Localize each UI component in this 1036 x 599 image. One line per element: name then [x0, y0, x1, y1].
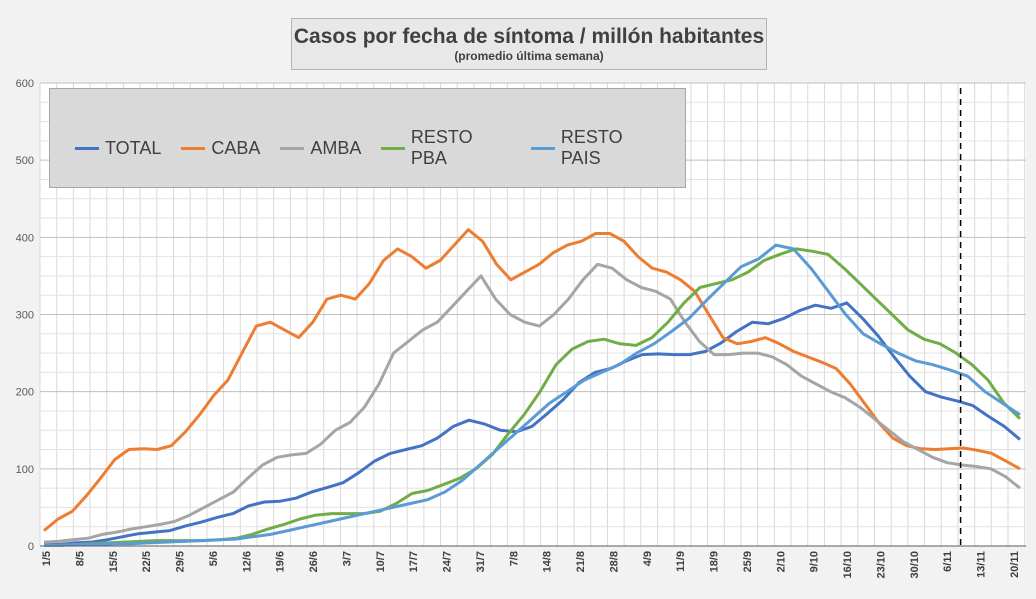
x-tick-label: 31/7 — [475, 551, 487, 572]
x-tick-label: 23/10 — [875, 551, 887, 579]
series-line-amba — [43, 262, 1021, 544]
chart-title-box: Casos por fecha de síntoma / millón habi… — [291, 18, 767, 70]
x-tick-label: 16/10 — [842, 551, 854, 579]
legend-item-resto-pais: RESTO PAIS — [531, 127, 665, 169]
x-tick-label: 21/8 — [575, 551, 587, 572]
x-tick-label: 3/7 — [341, 551, 353, 566]
legend-row: TOTAL CABA AMBA RESTO PBA RESTO PAIS — [75, 127, 685, 169]
x-tick-label: 4/9 — [642, 551, 654, 566]
chart-subtitle: (promedio última semana) — [454, 49, 604, 63]
x-tick-label: 9/10 — [809, 551, 821, 572]
x-tick-label: 24/7 — [442, 551, 454, 572]
series-lines — [43, 228, 1022, 547]
legend-swatch — [531, 146, 555, 150]
y-tick-label: 0 — [28, 541, 34, 553]
x-tick-label: 29/5 — [175, 551, 187, 572]
legend: TOTAL CABA AMBA RESTO PBA RESTO PAIS — [49, 88, 686, 188]
y-axis-ticks: 0 100 200 300 400 500 600 — [16, 78, 34, 553]
x-tick-label: 17/7 — [408, 551, 420, 572]
legend-label: RESTO PBA — [410, 127, 473, 168]
legend-label: RESTO PAIS — [560, 127, 623, 168]
x-tick-label: 22/5 — [141, 551, 153, 572]
x-axis-ticks: 1/5 8/5 15/5 22/5 29/5 5/6 12/6 19/6 26/6 3/7 10/7… — [41, 551, 1021, 579]
x-tick-label: 1/5 — [41, 551, 53, 566]
series-line-resto-pais — [44, 243, 1021, 547]
x-tick-label: 18/9 — [709, 551, 721, 572]
x-tick-label: 28/8 — [608, 551, 620, 572]
series-line-caba — [43, 228, 1021, 532]
x-tick-label: 12/6 — [241, 551, 253, 572]
legend-swatch — [280, 146, 305, 150]
x-tick-label: 19/6 — [275, 551, 287, 572]
x-tick-label: 6/11 — [942, 551, 954, 572]
legend-swatch — [381, 146, 405, 150]
legend-swatch — [181, 146, 206, 150]
series-line-total — [44, 301, 1021, 546]
legend-label: AMBA — [310, 137, 362, 158]
y-tick-label: 100 — [16, 464, 34, 476]
y-tick-label: 400 — [16, 232, 34, 244]
x-tick-label: 20/11 — [1009, 551, 1021, 578]
x-tick-label: 15/5 — [108, 551, 120, 572]
legend-item-total: TOTAL — [75, 138, 161, 159]
x-tick-label: 2/10 — [775, 551, 787, 572]
y-tick-label: 300 — [16, 310, 34, 322]
x-tick-label: 13/11 — [976, 551, 988, 578]
y-tick-label: 600 — [16, 78, 34, 90]
x-tick-label: 26/6 — [308, 551, 320, 572]
y-tick-label: 200 — [16, 387, 34, 399]
x-tick-label: 11/9 — [675, 551, 687, 572]
x-tick-label: 10/7 — [375, 551, 387, 572]
legend-label: CABA — [211, 137, 261, 158]
legend-item-caba: CABA — [181, 138, 260, 159]
x-tick-label: 25/9 — [742, 551, 754, 572]
legend-item-amba: AMBA — [280, 138, 361, 159]
legend-swatch — [75, 146, 99, 150]
y-tick-label: 500 — [16, 155, 34, 167]
x-tick-label: 30/10 — [909, 551, 921, 579]
x-tick-label: 7/8 — [508, 551, 520, 566]
x-tick-label: 14/8 — [542, 551, 554, 572]
x-tick-label: 5/6 — [208, 551, 220, 566]
legend-label: TOTAL — [105, 137, 162, 158]
legend-item-resto-pba: RESTO PBA — [381, 127, 511, 169]
x-tick-label: 8/5 — [74, 551, 86, 566]
chart-title: Casos por fecha de síntoma / millón habi… — [293, 25, 765, 48]
